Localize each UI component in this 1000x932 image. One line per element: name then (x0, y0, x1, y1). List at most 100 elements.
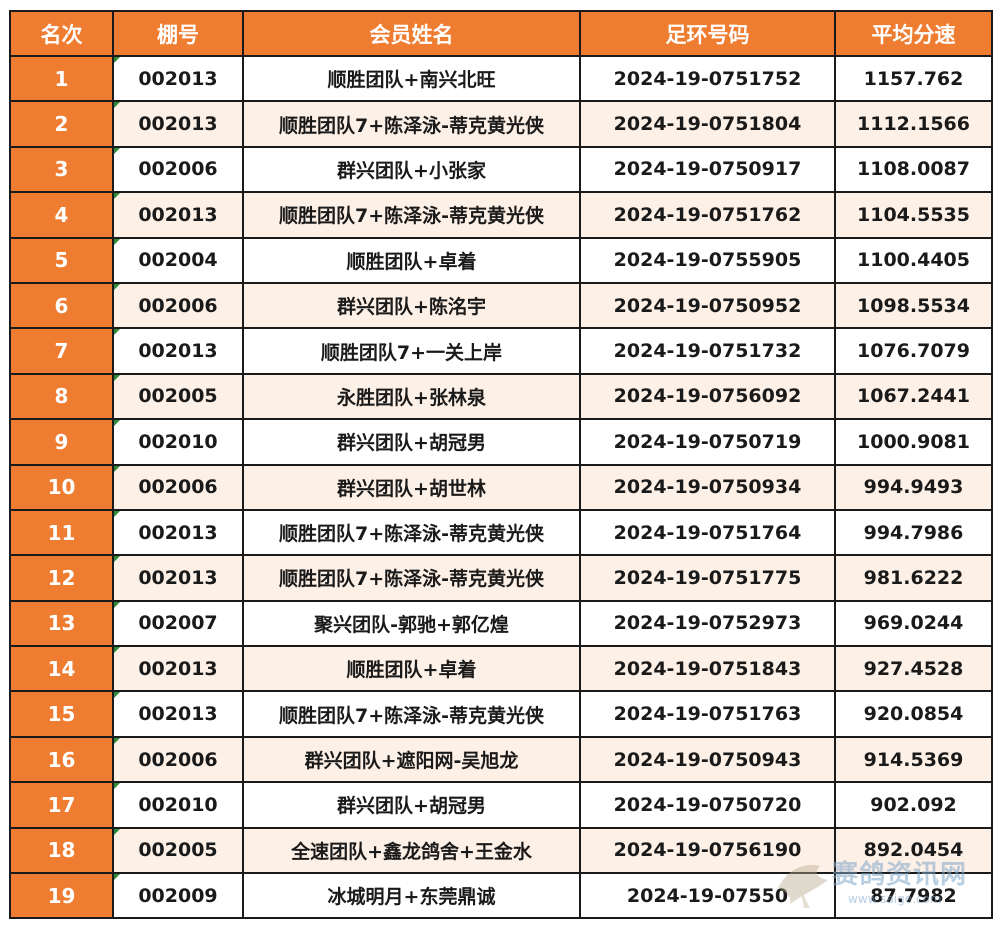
average-speed-cell: 914.5369 (834, 735, 993, 784)
average-speed-cell: 1112.1566 (834, 100, 993, 148)
member-name-cell: 顺胜团队+南兴北旺 (242, 54, 581, 103)
table-row: 14 002013 顺胜团队+卓着 2024-19-0751843 927.4528 (9, 645, 993, 693)
ring-number-cell: 2024-19-0751764 (579, 508, 836, 557)
table-body: 1 002013 顺胜团队+南兴北旺 2024-19-0751752 1157.762 2… (9, 54, 993, 920)
rank-cell: 4 (9, 191, 114, 239)
loft-number-cell: 002004 (112, 236, 244, 284)
member-name-cell: 聚兴团队-郭驰+郭亿煌 (242, 599, 581, 648)
table-row: 11 002013 顺胜团队7+陈泽泳-蒂克黄光侠 2024-19-0751764 99… (9, 508, 993, 557)
header-member: 会员姓名 (242, 10, 581, 57)
rank-cell: 14 (9, 645, 114, 693)
ring-number-cell: 2024-19-0751763 (579, 690, 836, 738)
average-speed-cell: 1067.2441 (834, 372, 993, 421)
loft-number-cell: 002013 (112, 645, 244, 693)
table-row: 19 002009 冰城明月+东莞鼎诚 2024-19-07550 87.7982 (9, 872, 993, 920)
average-speed-cell: 927.4528 (834, 645, 993, 693)
header-row: 名次 棚号 会员姓名 足环号码 平均分速 (9, 10, 993, 57)
ring-number-cell: 2024-19-0751775 (579, 554, 836, 602)
table-row: 16 002006 群兴团队+遮阳网-吴旭龙 2024-19-0750943 914.5… (9, 735, 993, 784)
loft-number-cell: 002013 (112, 690, 244, 738)
loft-number-cell: 002005 (112, 826, 244, 875)
rank-cell: 16 (9, 735, 114, 784)
member-name-cell: 顺胜团队7+陈泽泳-蒂克黄光侠 (242, 191, 581, 239)
rank-cell: 6 (9, 281, 114, 330)
ring-number-cell: 2024-19-0751762 (579, 191, 836, 239)
table-row: 8 002005 永胜团队+张林泉 2024-19-0756092 1067.2441 (9, 372, 993, 421)
table-row: 5 002004 顺胜团队+卓着 2024-19-0755905 1100.4405 (9, 236, 993, 284)
average-speed-cell: 1098.5534 (834, 281, 993, 330)
member-name-cell: 顺胜团队+卓着 (242, 645, 581, 693)
rank-cell: 2 (9, 100, 114, 148)
loft-number-cell: 002006 (112, 281, 244, 330)
ring-number-cell: 2024-19-0750917 (579, 145, 836, 194)
table-row: 2 002013 顺胜团队7+陈泽泳-蒂克黄光侠 2024-19-0751804 111… (9, 100, 993, 148)
ring-number-cell: 2024-19-07550 (579, 872, 836, 920)
member-name-cell: 冰城明月+东莞鼎诚 (242, 872, 581, 920)
loft-number-cell: 002013 (112, 191, 244, 239)
member-name-cell: 群兴团队+胡世林 (242, 463, 581, 511)
ring-number-cell: 2024-19-0751843 (579, 645, 836, 693)
member-name-cell: 群兴团队+胡冠男 (242, 418, 581, 466)
ring-number-cell: 2024-19-0750934 (579, 463, 836, 511)
member-name-cell: 顺胜团队7+陈泽泳-蒂克黄光侠 (242, 100, 581, 148)
member-name-cell: 群兴团队+胡冠男 (242, 781, 581, 829)
ring-number-cell: 2024-19-0751732 (579, 327, 836, 375)
member-name-cell: 永胜团队+张林泉 (242, 372, 581, 421)
rank-cell: 19 (9, 872, 114, 920)
loft-number-cell: 002013 (112, 554, 244, 602)
average-speed-cell: 1108.0087 (834, 145, 993, 194)
rank-cell: 7 (9, 327, 114, 375)
loft-number-cell: 002006 (112, 735, 244, 784)
ring-number-cell: 2024-19-0750952 (579, 281, 836, 330)
table-row: 9 002010 群兴团队+胡冠男 2024-19-0750719 1000.9081 (9, 418, 993, 466)
average-speed-cell: 1100.4405 (834, 236, 993, 284)
average-speed-cell: 1000.9081 (834, 418, 993, 466)
header-speed: 平均分速 (834, 10, 993, 57)
member-name-cell: 群兴团队+遮阳网-吴旭龙 (242, 735, 581, 784)
member-name-cell: 顺胜团队7+一关上岸 (242, 327, 581, 375)
member-name-cell: 顺胜团队+卓着 (242, 236, 581, 284)
table-row: 10 002006 群兴团队+胡世林 2024-19-0750934 994.9493 (9, 463, 993, 511)
table-row: 18 002005 全速团队+鑫龙鸽舍+王金水 2024-19-0756190 892.… (9, 826, 993, 875)
loft-number-cell: 002013 (112, 100, 244, 148)
rank-cell: 15 (9, 690, 114, 738)
header-ring: 足环号码 (579, 10, 836, 57)
average-speed-cell: 969.0244 (834, 599, 993, 648)
average-speed-cell: 920.0854 (834, 690, 993, 738)
rank-cell: 12 (9, 554, 114, 602)
table-row: 6 002006 群兴团队+陈洺宇 2024-19-0750952 1098.5534 (9, 281, 993, 330)
loft-number-cell: 002013 (112, 327, 244, 375)
ring-number-cell: 2024-19-0751752 (579, 54, 836, 103)
table-row: 4 002013 顺胜团队7+陈泽泳-蒂克黄光侠 2024-19-0751762 110… (9, 191, 993, 239)
member-name-cell: 全速团队+鑫龙鸽舍+王金水 (242, 826, 581, 875)
loft-number-cell: 002007 (112, 599, 244, 648)
loft-number-cell: 002013 (112, 54, 244, 103)
average-speed-cell: 87.7982 (834, 872, 993, 920)
ring-number-cell: 2024-19-0751804 (579, 100, 836, 148)
average-speed-cell: 1157.762 (834, 54, 993, 103)
rank-cell: 18 (9, 826, 114, 875)
table-row: 3 002006 群兴团队+小张家 2024-19-0750917 1108.0087 (9, 145, 993, 194)
ring-number-cell: 2024-19-0756092 (579, 372, 836, 421)
average-speed-cell: 1076.7079 (834, 327, 993, 375)
average-speed-cell: 994.7986 (834, 508, 993, 557)
header-rank: 名次 (9, 10, 114, 57)
ring-number-cell: 2024-19-0750719 (579, 418, 836, 466)
table-row: 17 002010 群兴团队+胡冠男 2024-19-0750720 902.092 (9, 781, 993, 829)
rank-cell: 8 (9, 372, 114, 421)
average-speed-cell: 981.6222 (834, 554, 993, 602)
rank-cell: 10 (9, 463, 114, 511)
loft-number-cell: 002006 (112, 463, 244, 511)
member-name-cell: 群兴团队+小张家 (242, 145, 581, 194)
ring-number-cell: 2024-19-0752973 (579, 599, 836, 648)
loft-number-cell: 002009 (112, 872, 244, 920)
table-row: 12 002013 顺胜团队7+陈泽泳-蒂克黄光侠 2024-19-0751775 98… (9, 554, 993, 602)
table-row: 1 002013 顺胜团队+南兴北旺 2024-19-0751752 1157.762 (9, 54, 993, 103)
rank-cell: 17 (9, 781, 114, 829)
rank-cell: 9 (9, 418, 114, 466)
loft-number-cell: 002013 (112, 508, 244, 557)
rank-cell: 5 (9, 236, 114, 284)
average-speed-cell: 892.0454 (834, 826, 993, 875)
loft-number-cell: 002006 (112, 145, 244, 194)
average-speed-cell: 1104.5535 (834, 191, 993, 239)
